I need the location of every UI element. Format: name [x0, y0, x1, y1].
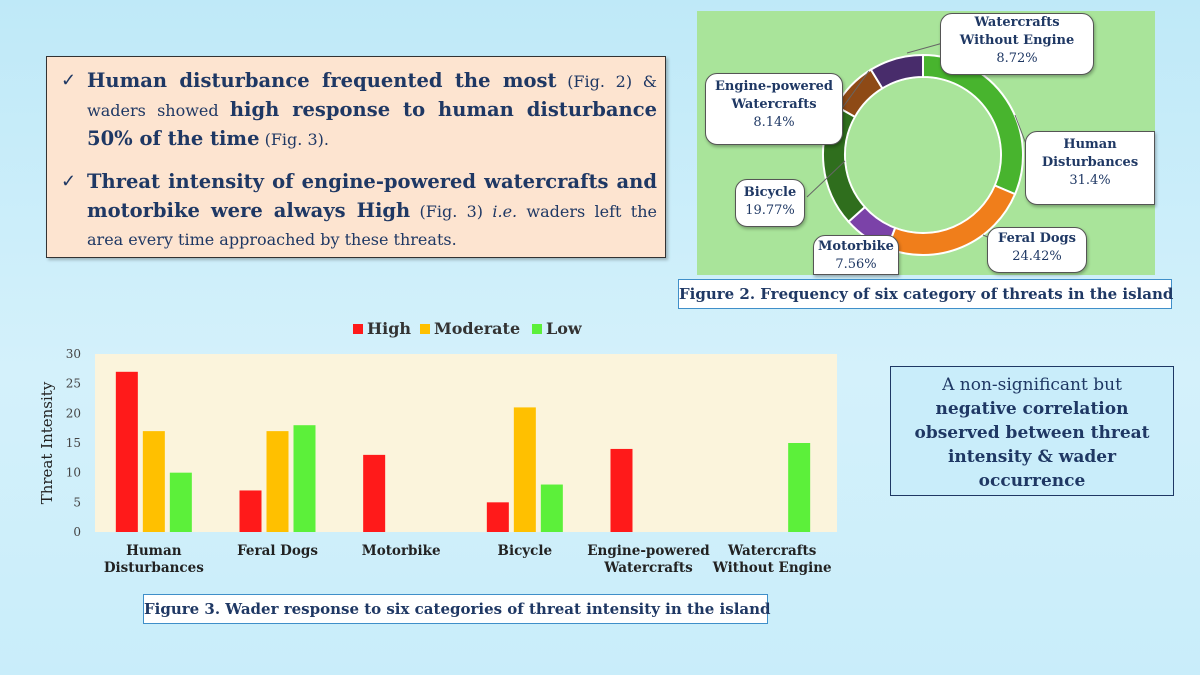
x-category-label: Disturbances — [104, 560, 204, 576]
summary-box: ✓ Human disturbance frequented the most … — [46, 56, 666, 258]
bullet-segment: (Fig. 3) — [410, 202, 493, 221]
bullet-segment: i.e. — [492, 202, 518, 221]
callout-label: Feral Dogs — [998, 231, 1076, 246]
callout-percent: 19.77% — [745, 203, 795, 218]
callout-percent: 31.4% — [1069, 173, 1111, 188]
y-tick-label: 20 — [66, 406, 81, 420]
callout-label: Motorbike — [818, 239, 894, 254]
callout-watercrafts-without-engine: Watercrafts Without Engine 8.72% — [940, 13, 1094, 75]
bar-low — [788, 443, 811, 532]
x-category-label: Without Engine — [712, 560, 832, 576]
callout-feral-dogs: Feral Dogs 24.42% — [987, 227, 1087, 273]
checkmark-icon: ✓ — [61, 70, 77, 91]
callout-percent: 7.56% — [835, 257, 877, 272]
callout-label: Watercrafts — [731, 97, 817, 112]
legend-swatch — [420, 324, 430, 334]
bar-high — [115, 371, 138, 532]
bullet-segment: (Fig. 2) & waders showed — [87, 72, 658, 120]
figure-3-caption: Figure 3. Wader response to six categori… — [143, 594, 771, 624]
y-tick-label: 15 — [66, 436, 81, 450]
bullet-item: ✓ Human disturbance frequented the most … — [55, 67, 657, 154]
bullet-segment: (Fig. 3). — [259, 130, 329, 149]
x-category-label: Bicycle — [498, 543, 553, 559]
y-axis-label: Threat Intensity — [38, 381, 56, 504]
donut-chart-panel: Watercrafts Without Engine 8.72% Engine-… — [697, 11, 1155, 275]
callout-leader-line — [842, 70, 870, 108]
callout-motorbike: Motorbike 7.56% — [813, 235, 899, 275]
bullet-segment: high response to human disturbance 50% o… — [87, 98, 657, 150]
callout-bicycle: Bicycle 19.77% — [735, 179, 805, 227]
bar-high — [486, 502, 509, 532]
callout-percent: 24.42% — [1012, 249, 1062, 264]
donut-slice-watercrafts-without-engine — [869, 53, 924, 90]
y-tick-label: 10 — [66, 466, 81, 480]
bullet-segment: Threat intensity of engine-powered water… — [87, 170, 657, 222]
y-tick-label: 25 — [66, 377, 81, 391]
callout-leader-line — [806, 160, 846, 198]
y-tick-label: 5 — [73, 495, 81, 509]
y-tick-label: 0 — [73, 525, 81, 539]
bullet-segment: Human disturbance frequented the most — [87, 69, 557, 92]
callout-label: Disturbances — [1041, 155, 1139, 170]
x-category-label: Feral Dogs — [237, 543, 318, 559]
bar-chart: 0 5 10 15 20 25 30 Threat Intensity High Moderate… — [38, 319, 837, 576]
legend-swatch — [353, 324, 363, 334]
bar-chart-area: 0 5 10 15 20 25 30 Threat Intensity High Moderate… — [0, 310, 880, 590]
donut-hole — [846, 78, 1000, 232]
correlation-note: A non-significant but negative correlati… — [890, 366, 1174, 496]
callout-percent: 8.14% — [753, 115, 795, 130]
bar-moderate — [513, 407, 536, 532]
bar-moderate — [266, 431, 289, 532]
bar-high — [610, 448, 633, 532]
legend-swatch — [532, 324, 542, 334]
bar-low — [169, 472, 192, 532]
callout-human-disturbances: Human Disturbances 31.4% — [1025, 131, 1155, 205]
legend-label: Low — [546, 319, 583, 338]
bullet-text: Threat intensity of engine-powered water… — [87, 168, 657, 254]
x-category-label: Motorbike — [362, 543, 441, 559]
callout-label: Bicycle — [743, 185, 797, 200]
callout-label: Engine-powered — [715, 79, 833, 94]
legend-label: Moderate — [434, 319, 520, 338]
callout-label: Without Engine — [959, 33, 1075, 48]
x-category-label: Engine-powered — [587, 543, 710, 559]
plot-area — [95, 354, 837, 532]
checkmark-icon: ✓ — [61, 171, 77, 192]
bullet-segment: waders left the area every time approach… — [87, 202, 658, 249]
note-line: intensity & wader — [947, 447, 1117, 467]
bar-moderate — [142, 431, 165, 532]
figure-2-caption: Figure 2. Frequency of six category of t… — [678, 279, 1173, 309]
bar-low — [540, 484, 563, 532]
bar-low — [293, 425, 316, 532]
note-line: A non-significant but — [942, 375, 1122, 395]
note-line: negative correlation — [935, 399, 1129, 419]
callout-label: Human — [1063, 137, 1117, 152]
x-category-label: Human — [126, 543, 182, 559]
x-category-label: Watercrafts — [603, 560, 693, 576]
callout-leader-line — [906, 42, 944, 54]
bullet-text: Human disturbance frequented the most (F… — [87, 67, 657, 154]
callout-label: Watercrafts — [974, 15, 1060, 30]
bar-high — [363, 454, 386, 532]
note-line: occurrence — [978, 471, 1086, 491]
bullet-item: ✓ Threat intensity of engine-powered wat… — [55, 168, 657, 254]
callout-engine-powered-watercrafts: Engine-powered Watercrafts 8.14% — [705, 73, 843, 145]
y-tick-label: 30 — [66, 347, 81, 361]
x-category-label: Watercrafts — [727, 543, 817, 559]
note-line: observed between threat — [914, 423, 1150, 443]
bar-high — [239, 490, 262, 532]
callout-percent: 8.72% — [996, 51, 1038, 66]
legend-label: High — [367, 319, 411, 338]
